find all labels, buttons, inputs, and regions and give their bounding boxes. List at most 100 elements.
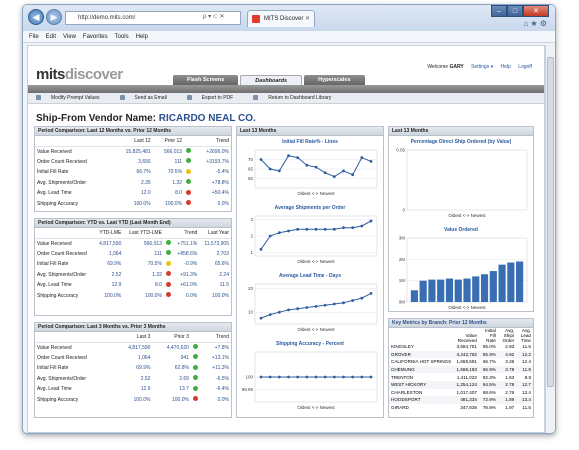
table-row[interactable]: CHEMUNG 1,568,183 66.9% 3.78 11.9 [389, 365, 533, 374]
bar[interactable] [463, 278, 471, 302]
data-point[interactable] [360, 224, 364, 228]
data-point[interactable] [305, 306, 309, 309]
toolbar-send-as-email[interactable]: Send as Email [119, 95, 177, 101]
metric-value-prior[interactable]: 13.7 [179, 386, 189, 393]
data-point[interactable] [314, 165, 318, 169]
data-point[interactable] [277, 231, 281, 235]
tab-hyperscales[interactable]: Hyperscales [304, 75, 365, 85]
back-icon[interactable]: ◀ [28, 9, 44, 25]
metric-value-current[interactable]: 12.9 [140, 386, 151, 393]
data-point[interactable] [277, 375, 281, 379]
metric-value-current[interactable]: 15,825,481 [125, 148, 151, 155]
metric-value-current[interactable]: 2.35 [140, 179, 151, 186]
data-point[interactable] [332, 302, 336, 306]
metric-value-current[interactable]: 4,817,590 [128, 344, 151, 351]
data-point[interactable] [323, 171, 327, 175]
data-point[interactable] [277, 310, 281, 314]
tab-dashboards[interactable]: Dashboards [240, 75, 303, 85]
metric-value-current[interactable]: 1,064 [108, 250, 122, 257]
menu-tools[interactable]: Tools [114, 34, 129, 40]
metric-value-prior[interactable]: 566,013 [143, 240, 162, 247]
scrollbar-thumb[interactable] [547, 57, 554, 387]
menu-favorites[interactable]: Favorites [82, 34, 108, 40]
metric-value-prior[interactable]: 2.69 [179, 375, 189, 382]
metric-value-prior[interactable]: 566,013 [163, 148, 183, 155]
metric-value-current[interactable]: 69.9% [136, 365, 151, 372]
metric-value-current[interactable]: 3,656 [138, 158, 151, 165]
maximize-icon[interactable]: □ [507, 5, 523, 17]
tab-flash-screens[interactable]: Flash Screens [173, 75, 239, 85]
metric-value-current[interactable]: 2.52 [111, 271, 122, 278]
settings-link[interactable]: Settings ▾ [471, 64, 494, 70]
data-point[interactable] [305, 375, 309, 379]
favorites-star-icon[interactable]: ★ [530, 19, 538, 28]
address-bar[interactable]: http://demo.mits.com/ [65, 11, 241, 25]
table-row[interactable]: WEST HICKORY 1,254,124 64.5% 2.78 12.7 [389, 380, 533, 389]
data-point[interactable] [287, 154, 290, 158]
tab-close-icon[interactable]: ✕ [304, 16, 310, 22]
metric-value-last-year[interactable]: 100.0% [212, 292, 229, 299]
data-point[interactable] [360, 296, 364, 300]
data-point[interactable] [259, 316, 263, 320]
data-point[interactable] [351, 173, 355, 177]
data-point[interactable] [323, 303, 327, 307]
table-row[interactable]: CALIFORNIA HOT SPRINGS 1,658,591 66.7% 3.26… [389, 358, 533, 366]
gear-icon[interactable]: ⚙ [539, 19, 547, 28]
browser-tab[interactable]: MITS Discover ✕ [247, 10, 315, 27]
bar[interactable] [454, 279, 462, 302]
data-point[interactable] [332, 175, 336, 178]
data-point[interactable] [342, 226, 345, 230]
data-point[interactable] [351, 375, 355, 379]
data-point[interactable] [259, 158, 263, 161]
table-row[interactable]: HOODSPORT 481,334 72.9% 1.89 13.4 [389, 396, 533, 404]
forward-icon[interactable]: ▶ [46, 9, 62, 25]
bar[interactable] [472, 276, 480, 302]
toolbar-export-to-pdf[interactable]: Export to PDF [186, 95, 243, 101]
metric-value-prior[interactable]: 941 [180, 354, 189, 361]
data-point[interactable] [268, 167, 272, 171]
data-point[interactable] [342, 169, 345, 173]
data-point[interactable] [259, 375, 263, 379]
metric-value-prior[interactable]: 1.32 [172, 179, 183, 186]
metric-value-prior[interactable]: 70.5% [147, 261, 162, 268]
data-point[interactable] [369, 219, 373, 223]
table-row[interactable]: KINGSLEY 3,684,751 65.0% 2.93 11.6 [389, 343, 533, 351]
metric-value-prior[interactable]: 1.32 [152, 271, 162, 278]
data-point[interactable] [314, 304, 318, 308]
metric-value-current[interactable]: 12.0 [140, 190, 151, 197]
metric-value-last-year[interactable]: 65.6% [214, 261, 229, 268]
data-point[interactable] [314, 227, 318, 231]
help-link[interactable]: Help [500, 64, 511, 70]
toolbar-modify-prompt-values[interactable]: Modify Prompt Values [36, 95, 110, 101]
metric-value-prior[interactable]: 8.0 [175, 190, 183, 197]
metric-value-current[interactable]: 100.0% [104, 292, 122, 299]
metric-value-current[interactable]: 69.9% [107, 261, 122, 268]
data-point[interactable] [287, 375, 290, 379]
menu-edit[interactable]: Edit [45, 34, 57, 40]
data-point[interactable] [287, 229, 290, 233]
metric-value-prior[interactable]: 62.8% [174, 365, 189, 372]
menu-file[interactable]: File [29, 34, 39, 40]
metric-value-prior[interactable]: 100.0% [165, 200, 183, 207]
metric-value-prior[interactable]: 100.0% [144, 292, 162, 299]
data-point[interactable] [342, 375, 345, 379]
bar[interactable] [437, 279, 445, 302]
home-icon[interactable]: ⌂ [523, 19, 529, 28]
table-row[interactable]: TRENTON 1,411,022 82.3% 1.63 8.8 [389, 373, 533, 381]
table-row[interactable]: CHARLESTON 1,017,407 68.6% 2.76 12.4 [389, 389, 533, 397]
data-point[interactable] [314, 375, 318, 379]
metric-value-current[interactable]: 100.0% [133, 200, 151, 207]
metric-value-last-year[interactable]: 2.24 [219, 271, 229, 278]
data-point[interactable] [369, 160, 373, 163]
data-point[interactable] [268, 234, 272, 238]
metric-value-last-year[interactable]: 11,573,905 [204, 240, 229, 247]
data-point[interactable] [369, 375, 373, 379]
table-row[interactable]: GIRARD 347,838 76.9% 1.97 11.5 [389, 404, 533, 412]
metric-value-current[interactable]: 4,817,590 [99, 240, 122, 247]
bar[interactable] [428, 279, 436, 302]
data-point[interactable] [268, 375, 272, 379]
data-point[interactable] [351, 299, 355, 302]
logoff-link[interactable]: Logoff [518, 64, 532, 70]
data-point[interactable] [277, 169, 281, 173]
data-point[interactable] [296, 375, 300, 379]
